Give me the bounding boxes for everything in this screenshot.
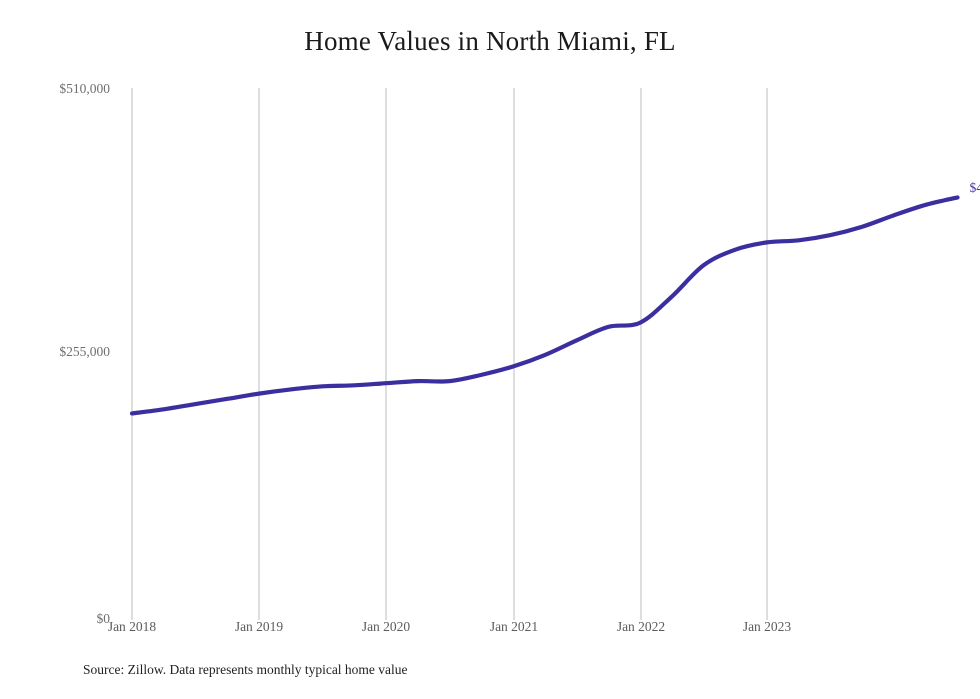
y-tick-label-0: $0	[96, 611, 111, 626]
data-line-typical-home-value	[129, 195, 960, 416]
end-value-annotation: $405,054	[969, 180, 980, 196]
y-axis-tick-top: $510,000	[10, 81, 110, 97]
x-tick-label-jan-2019: Jan 2019	[234, 619, 284, 634]
x-tick-label-jan-2023: Jan 2023	[742, 619, 792, 634]
x-tick-label-jan-2018: Jan 2018	[107, 619, 157, 634]
x-tick-label-jan-2020: Jan 2020	[361, 619, 411, 634]
y-axis-tick-mid: $255,000	[10, 344, 110, 360]
x-tick-label-jan-2021: Jan 2021	[489, 619, 539, 634]
gridlines-group	[131, 88, 768, 620]
y-tick-label-255000: $255,000	[59, 344, 110, 359]
y-axis-tick-bottom: $0	[10, 611, 111, 627]
x-tick-label-jan-2022: Jan 2022	[616, 619, 666, 634]
y-tick-label-510000: $510,000	[59, 81, 110, 96]
chart-title: Home Values in North Miami, FL	[304, 26, 676, 56]
series-group	[129, 195, 960, 416]
source-note: Source: Zillow. Data represents monthly …	[83, 662, 408, 677]
